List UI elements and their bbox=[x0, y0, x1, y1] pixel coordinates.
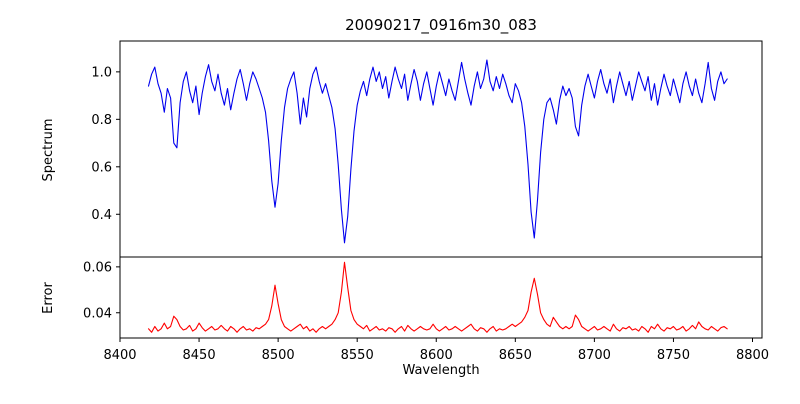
spectrum-y-tick-label: 1.0 bbox=[91, 65, 112, 80]
spectrum-y-tick-label: 0.6 bbox=[91, 160, 112, 175]
x-axis-label: Wavelength bbox=[402, 363, 479, 378]
x-tick-label: 8750 bbox=[657, 348, 690, 363]
error-y-tick-label: 0.04 bbox=[83, 306, 112, 321]
data-layer bbox=[147, 59, 728, 333]
error-y-tick-label: 0.06 bbox=[83, 260, 112, 275]
error-panel-frame bbox=[119, 256, 763, 339]
spectrum-line bbox=[147, 59, 728, 244]
x-tick-label: 8800 bbox=[736, 348, 769, 363]
error-line bbox=[147, 261, 728, 333]
x-tick-label: 8700 bbox=[578, 348, 611, 363]
x-tick-label: 8600 bbox=[420, 348, 453, 363]
x-tick-label: 8500 bbox=[262, 348, 295, 363]
x-tick-label: 8400 bbox=[103, 348, 136, 363]
x-tick-label: 8450 bbox=[183, 348, 216, 363]
axes-layer: 8400 8450 8500 8550 8600 8650 8700 8750 8800 0.4 0… bbox=[83, 40, 769, 363]
spectrum-y-tick-label: 0.8 bbox=[91, 113, 112, 128]
spectrum-panel-frame bbox=[119, 40, 763, 258]
x-tick-label: 8550 bbox=[341, 348, 374, 363]
error-y-axis-label: Error bbox=[41, 282, 56, 314]
spectrum-y-axis-label: Spectrum bbox=[41, 119, 56, 182]
spectrum-y-tick-label: 0.4 bbox=[91, 208, 112, 223]
chart-title: 20090217_0916m30_083 bbox=[345, 16, 537, 35]
x-tick-label: 8650 bbox=[499, 348, 532, 363]
